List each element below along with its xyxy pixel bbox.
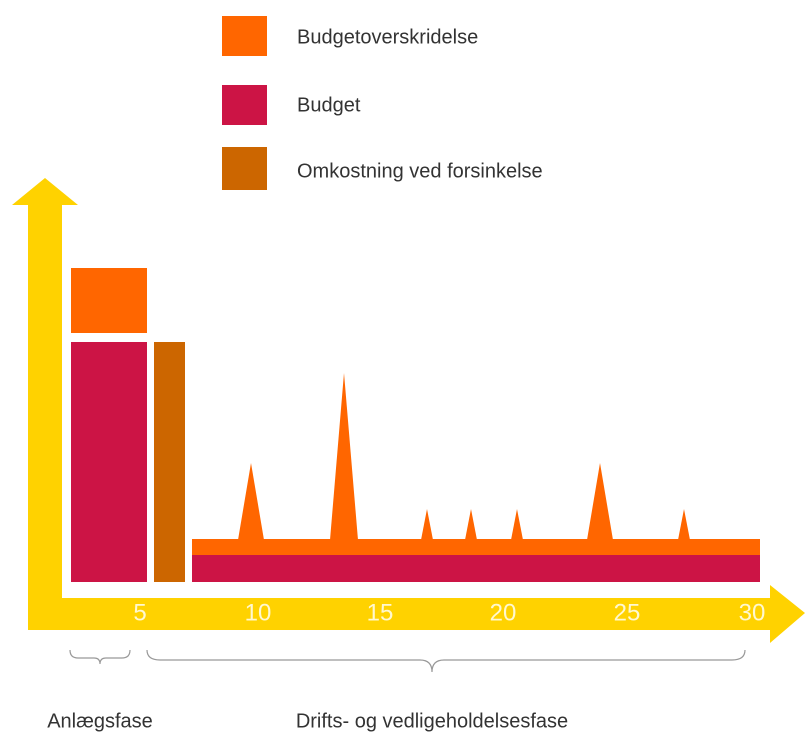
tick-label: 5 (133, 599, 146, 626)
tick-label: 15 (367, 599, 394, 626)
legend-label: Budget (297, 94, 361, 116)
budget-band (192, 555, 760, 582)
legend-label: Budgetoverskridelse (297, 26, 478, 48)
brace (69, 649, 131, 665)
brace (146, 649, 746, 673)
tick-label: 20 (490, 599, 517, 626)
overrun-spikes (238, 373, 690, 540)
tick-label: 25 (614, 599, 641, 626)
legend-swatch (222, 16, 267, 56)
phase-label: Anlægsfase (47, 710, 153, 732)
budget-block (71, 342, 147, 582)
legend-swatch (222, 85, 267, 125)
legend-label: Omkostning ved forsinkelse (297, 160, 543, 182)
delay-cost-block (154, 342, 185, 582)
legend-swatch (222, 147, 267, 190)
overrun-band (192, 539, 760, 555)
overrun-block (71, 268, 147, 333)
phase-label: Drifts- og vedligeholdelsesfase (296, 710, 568, 732)
tick-label: 10 (245, 599, 272, 626)
tick-label: 30 (739, 599, 766, 626)
